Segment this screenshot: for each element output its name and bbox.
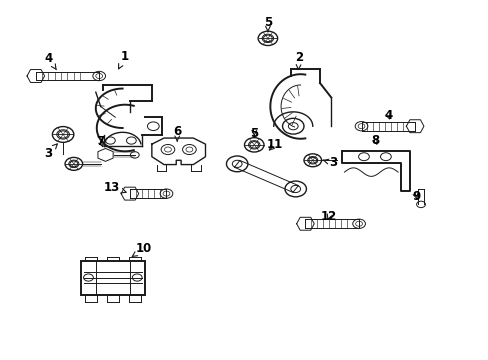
Text: 8: 8 bbox=[370, 134, 379, 147]
Text: 3: 3 bbox=[323, 156, 336, 169]
Text: 12: 12 bbox=[320, 210, 336, 223]
Text: 6: 6 bbox=[173, 125, 181, 141]
Text: 4: 4 bbox=[384, 109, 392, 122]
Text: 13: 13 bbox=[103, 181, 126, 194]
Text: 3: 3 bbox=[44, 144, 57, 159]
Text: 11: 11 bbox=[266, 138, 282, 151]
Text: 9: 9 bbox=[411, 190, 419, 203]
Text: 5: 5 bbox=[250, 127, 258, 140]
Text: 4: 4 bbox=[44, 51, 56, 70]
Text: 10: 10 bbox=[132, 242, 151, 257]
Text: 7: 7 bbox=[97, 135, 104, 148]
Text: 5: 5 bbox=[263, 16, 271, 32]
Text: 2: 2 bbox=[294, 51, 303, 70]
Bar bbox=[81, 261, 144, 294]
Text: 1: 1 bbox=[118, 50, 129, 69]
